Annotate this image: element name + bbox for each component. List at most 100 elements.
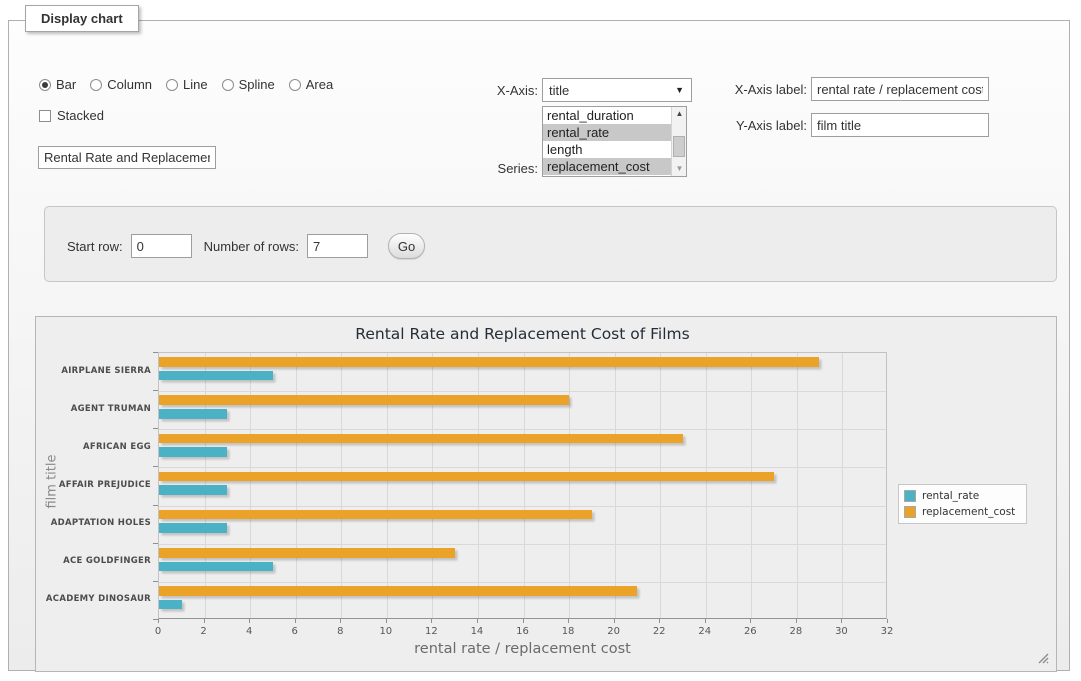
x-tick-mark [386,619,387,623]
legend-swatch-rental_rate [904,490,916,502]
grid-line [341,353,342,618]
x-tick-label: 14 [459,626,495,637]
series-options: rental_durationrental_ratelengthreplacem… [543,107,686,175]
grid-line [387,353,388,618]
x-tick-label: 10 [368,626,404,637]
panel-title: Display chart [25,5,139,32]
grid-line [751,353,752,618]
grid-line [432,353,433,618]
y-category-label: ADAPTATION HOLES [41,518,151,528]
x-tick-label: 26 [732,626,768,637]
x-tick-mark [796,619,797,623]
start-row-input[interactable] [131,234,192,258]
scrollbar-thumb[interactable] [673,136,685,157]
stacked-checkbox-row[interactable]: Stacked [39,108,104,123]
column-radio[interactable] [90,79,102,91]
y-axis-label-input[interactable] [811,113,989,137]
scroll-down-icon[interactable]: ▼ [672,162,687,176]
radio-label: Bar [56,77,76,92]
x-tick-mark [477,619,478,623]
start-row-label: Start row: [67,239,123,254]
area-radio[interactable] [289,79,301,91]
y-tick-mark [153,466,158,467]
x-tick-label: 16 [505,626,541,637]
grid-line [706,353,707,618]
bar-rental_rate [159,562,273,572]
series-option[interactable]: length [543,141,686,158]
chart-grid [158,352,887,619]
series-listbox-scrollbar[interactable]: ▲ ▼ [671,107,686,176]
series-listbox[interactable]: rental_durationrental_ratelengthreplacem… [542,106,687,177]
x-tick-mark [340,619,341,623]
chart-title-input[interactable] [38,146,216,169]
y-tick-mark [153,428,158,429]
grid-line [615,353,616,618]
bar-replacement_cost [159,510,592,520]
series-caption: Series: [464,161,538,176]
chart-type-line[interactable]: Line [166,77,208,92]
grid-line [296,353,297,618]
series-option[interactable]: rental_duration [543,107,686,124]
stacked-checkbox[interactable] [39,110,51,122]
x-axis-label-caption: X-Axis label: [719,82,807,97]
legend-label: rental_rate [922,490,979,502]
chart-type-bar[interactable]: Bar [39,77,76,92]
x-axis-select[interactable]: title ▼ [542,78,692,102]
x-axis-label-input[interactable] [811,77,989,101]
row-range-panel: Start row: Number of rows: Go [44,206,1057,282]
x-tick-label: 4 [231,626,267,637]
x-tick-mark [614,619,615,623]
x-tick-mark [705,619,706,623]
bar-radio[interactable] [39,79,51,91]
y-category-label: ACADEMY DINOSAUR [41,594,151,604]
x-axis-caption: X-Axis: [464,83,538,98]
x-tick-mark [523,619,524,623]
radio-label: Area [306,77,333,92]
chart-type-area[interactable]: Area [289,77,333,92]
bar-replacement_cost [159,548,455,558]
x-tick-mark [750,619,751,623]
grid-line [159,467,886,468]
grid-line [569,353,570,618]
legend-swatch-replacement_cost [904,506,916,518]
y-axis-label-caption: Y-Axis label: [719,118,807,133]
grid-line [842,353,843,618]
grid-line [159,582,886,583]
select-dropdown-arrow-icon: ▼ [675,85,684,95]
y-category-label: AFFAIR PREJUDICE [41,480,151,490]
x-tick-mark [887,619,888,623]
chart-x-axis-title: rental rate / replacement cost [158,641,887,657]
grid-line [159,391,886,392]
chart-container: Rental Rate and Replacement Cost of Film… [35,316,1057,672]
x-tick-label: 8 [322,626,358,637]
x-tick-label: 22 [641,626,677,637]
x-tick-mark [431,619,432,623]
grid-line [524,353,525,618]
legend-item: replacement_cost [902,504,1023,520]
x-tick-label: 0 [140,626,176,637]
legend-item: rental_rate [902,488,1023,504]
display-chart-panel: Display chart BarColumnLineSplineArea St… [8,20,1070,671]
x-tick-label: 24 [687,626,723,637]
scroll-up-icon[interactable]: ▲ [672,107,687,121]
x-tick-mark [158,619,159,623]
bar-replacement_cost [159,395,569,405]
chart-type-spline[interactable]: Spline [222,77,275,92]
num-rows-input[interactable] [307,234,368,258]
line-radio[interactable] [166,79,178,91]
resize-grip-icon[interactable] [1038,653,1049,664]
bar-replacement_cost [159,472,774,482]
chart-title: Rental Rate and Replacement Cost of Film… [158,325,887,343]
bar-rental_rate [159,409,227,419]
series-option[interactable]: rental_rate [543,124,686,141]
x-tick-label: 2 [186,626,222,637]
bar-rental_rate [159,447,227,457]
y-tick-mark [153,543,158,544]
x-tick-label: 6 [277,626,313,637]
series-option[interactable]: replacement_cost [543,158,686,175]
x-tick-label: 28 [778,626,814,637]
chart-type-column[interactable]: Column [90,77,152,92]
spline-radio[interactable] [222,79,234,91]
bar-rental_rate [159,523,227,533]
go-button[interactable]: Go [388,233,425,259]
